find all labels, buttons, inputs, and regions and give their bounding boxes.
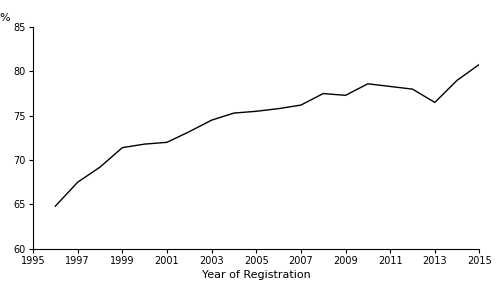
Text: %: % xyxy=(0,12,10,23)
X-axis label: Year of Registration: Year of Registration xyxy=(202,270,310,280)
